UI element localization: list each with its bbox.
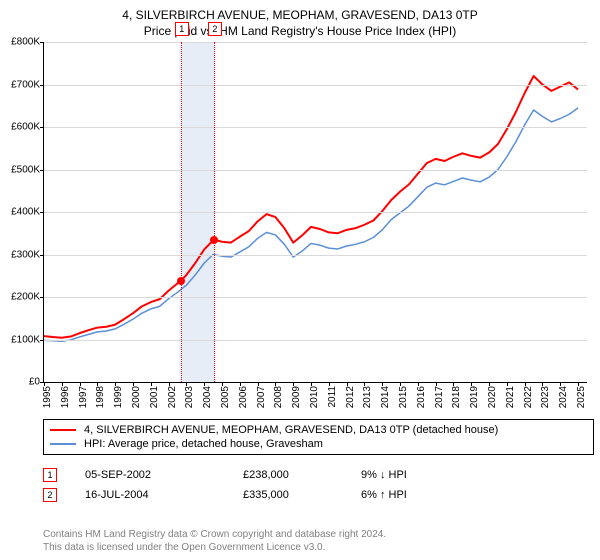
sale-delta: 6% ↑ HPI — [361, 489, 441, 501]
footer-attribution: Contains HM Land Registry data © Crown c… — [43, 529, 386, 554]
y-axis-label: £300K — [11, 249, 44, 260]
series-property — [44, 76, 578, 338]
y-axis-label: £200K — [11, 292, 44, 303]
legend-label: HPI: Average price, detached house, Grav… — [84, 438, 323, 450]
sale-dot — [210, 236, 218, 244]
x-axis-label: 2013 — [362, 386, 373, 408]
sale-vline — [181, 42, 182, 382]
x-axis-label: 2022 — [523, 386, 534, 408]
legend-row-hpi: HPI: Average price, detached house, Grav… — [50, 437, 587, 451]
y-gridline — [44, 255, 587, 256]
x-axis-label: 1995 — [42, 386, 53, 408]
x-axis-label: 2025 — [576, 386, 587, 408]
x-axis-label: 2020 — [487, 386, 498, 408]
x-axis-label: 2008 — [273, 386, 284, 408]
x-axis-label: 2011 — [327, 386, 338, 408]
legend-swatch — [50, 443, 76, 445]
y-gridline — [44, 212, 587, 213]
x-axis-label: 2015 — [398, 386, 409, 408]
page: 4, SILVERBIRCH AVENUE, MEOPHAM, GRAVESEN… — [0, 0, 600, 560]
x-axis-label: 2002 — [167, 386, 178, 408]
sale-delta: 9% ↓ HPI — [361, 469, 441, 481]
x-axis-label: 2024 — [558, 386, 569, 408]
y-axis-label: £500K — [11, 164, 44, 175]
x-axis-label: 2019 — [469, 386, 480, 408]
x-axis-label: 2017 — [434, 386, 445, 408]
sale-price: £238,000 — [243, 469, 333, 481]
sales-table: 1 05-SEP-2002 £238,000 9% ↓ HPI 2 16-JUL… — [43, 465, 600, 505]
sale-marker-box: 2 — [208, 22, 222, 36]
x-axis-label: 2021 — [505, 386, 516, 408]
x-axis-label: 1999 — [113, 386, 124, 408]
x-axis-label: 2014 — [380, 386, 391, 408]
sale-vline — [214, 42, 215, 382]
y-gridline — [44, 42, 587, 43]
x-axis-label: 1997 — [78, 386, 89, 408]
sale-price: £335,000 — [243, 489, 333, 501]
x-axis-label: 2004 — [202, 386, 213, 408]
y-gridline — [44, 127, 587, 128]
y-axis-label: £600K — [11, 122, 44, 133]
footer-line: This data is licensed under the Open Gov… — [43, 542, 386, 555]
x-axis-label: 2005 — [220, 386, 231, 408]
x-axis-label: 2016 — [416, 386, 427, 408]
y-gridline — [44, 85, 587, 86]
x-axis-label: 2007 — [256, 386, 267, 408]
y-gridline — [44, 297, 587, 298]
y-gridline — [44, 170, 587, 171]
sale-row: 2 16-JUL-2004 £335,000 6% ↑ HPI — [43, 485, 600, 505]
x-axis-label: 2006 — [238, 386, 249, 408]
y-axis-label: £700K — [11, 79, 44, 90]
y-axis-label: £800K — [11, 37, 44, 48]
sale-date: 16-JUL-2004 — [85, 489, 215, 501]
x-axis-label: 2001 — [149, 386, 160, 408]
legend-swatch — [50, 429, 76, 431]
y-axis-label: £400K — [11, 207, 44, 218]
y-axis-label: £100K — [11, 334, 44, 345]
x-axis-label: 2010 — [309, 386, 320, 408]
x-axis-label: 1998 — [95, 386, 106, 408]
x-axis-label: 2023 — [540, 386, 551, 408]
x-axis-label: 2018 — [451, 386, 462, 408]
sale-date: 05-SEP-2002 — [85, 469, 215, 481]
legend-row-property: 4, SILVERBIRCH AVENUE, MEOPHAM, GRAVESEN… — [50, 423, 587, 437]
x-axis-label: 2003 — [184, 386, 195, 408]
page-title: 4, SILVERBIRCH AVENUE, MEOPHAM, GRAVESEN… — [0, 0, 600, 22]
x-axis-label: 1996 — [60, 386, 71, 408]
x-axis-label: 2000 — [131, 386, 142, 408]
footer-line: Contains HM Land Registry data © Crown c… — [43, 529, 386, 542]
sale-marker: 2 — [43, 488, 57, 502]
sale-marker: 1 — [43, 468, 57, 482]
sale-row: 1 05-SEP-2002 £238,000 9% ↓ HPI — [43, 465, 600, 485]
legend-label: 4, SILVERBIRCH AVENUE, MEOPHAM, GRAVESEN… — [84, 424, 498, 436]
sale-dot — [177, 277, 185, 285]
y-gridline — [44, 340, 587, 341]
legend: 4, SILVERBIRCH AVENUE, MEOPHAM, GRAVESEN… — [43, 419, 594, 455]
x-axis-label: 2012 — [345, 386, 356, 408]
page-subtitle: Price paid vs. HM Land Registry's House … — [0, 22, 600, 42]
sale-marker-box: 1 — [175, 22, 189, 36]
x-axis-label: 2009 — [291, 386, 302, 408]
price-chart: £0£100K£200K£300K£400K£500K£600K£700K£80… — [43, 42, 587, 383]
